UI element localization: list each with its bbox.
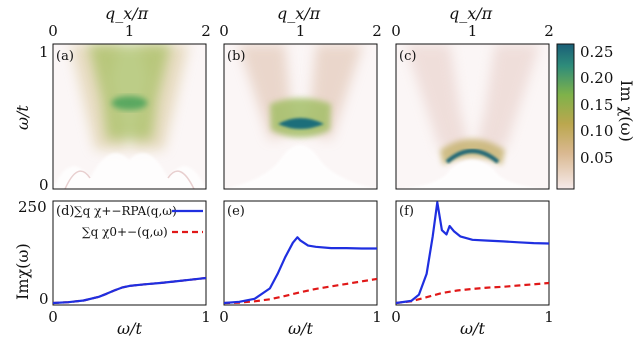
top-tick-a-2: 2 bbox=[201, 22, 211, 40]
panel-label-e: (e) bbox=[227, 204, 245, 219]
top-tick-a-1: 1 bbox=[125, 22, 135, 40]
line-panel-d bbox=[53, 278, 206, 303]
heatmap-y-tick-1: 1 bbox=[39, 43, 49, 61]
bottom-tick-d-0: 0 bbox=[48, 308, 58, 326]
bottom-y-tick-250: 250 bbox=[18, 198, 47, 216]
top-axis-label-a: q_x/π bbox=[105, 4, 149, 23]
top-axis-label-b: q_x/π bbox=[277, 4, 321, 23]
colorbar-tick-0.10: 0.10 bbox=[580, 122, 613, 140]
bottom-x-label-e: ω/t bbox=[288, 319, 313, 338]
top-tick-a-0: 0 bbox=[48, 22, 58, 40]
top-tick-b-1: 1 bbox=[296, 22, 306, 40]
line-panel-f bbox=[396, 202, 549, 303]
top-tick-b-2: 2 bbox=[372, 22, 382, 40]
colorbar-tick-0.05: 0.05 bbox=[580, 149, 613, 167]
heatmap-panel-b: (b) bbox=[224, 44, 377, 189]
legend-bare-label: ∑q χ0+−(q,ω) bbox=[82, 225, 168, 239]
legend-rpa-label: ∑q χ+−RPA(q,ω) bbox=[74, 204, 177, 218]
panel-label-c: (c) bbox=[399, 49, 416, 64]
colorbar: 0.25 0.20 0.15 0.10 0.05 Im χ(ω) bbox=[557, 43, 636, 189]
panel-label-b: (b) bbox=[227, 49, 245, 64]
panel-label-d: (d) bbox=[56, 204, 74, 219]
heatmap-y-label: ω/t bbox=[13, 105, 32, 130]
line-panel-e bbox=[224, 237, 377, 303]
heatmap-panel-c: (c) bbox=[396, 44, 549, 189]
rpa-series-line-d bbox=[53, 278, 206, 303]
bottom-y-label: Imχ(ω) bbox=[13, 243, 32, 300]
line-panel-f-frame bbox=[396, 201, 549, 305]
heatmap-y-tick-0: 0 bbox=[39, 176, 49, 194]
top-tick-c-2: 2 bbox=[544, 22, 554, 40]
heatmap-panel-a: (a) bbox=[53, 44, 206, 189]
rpa-series-line-e bbox=[224, 237, 377, 303]
bottom-tick-f-0: 0 bbox=[391, 308, 401, 326]
rpa-series-line-f bbox=[396, 202, 549, 303]
top-tick-b-0: 0 bbox=[219, 22, 229, 40]
bottom-tick-e-1: 1 bbox=[372, 308, 382, 326]
colorbar-tick-0.25: 0.25 bbox=[580, 43, 613, 61]
colorbar-tick-0.20: 0.20 bbox=[580, 69, 613, 87]
top-tick-c-0: 0 bbox=[391, 22, 401, 40]
bottom-tick-f-1: 1 bbox=[544, 308, 554, 326]
colorbar-gradient bbox=[557, 44, 574, 189]
bottom-x-label-f: ω/t bbox=[460, 319, 485, 338]
bare-series-line-d bbox=[53, 278, 206, 303]
colorbar-tick-0.15: 0.15 bbox=[580, 96, 613, 114]
bottom-tick-d-1: 1 bbox=[201, 308, 211, 326]
heatmap-b-continuum bbox=[270, 98, 331, 138]
bottom-x-label-d: ω/t bbox=[117, 319, 142, 338]
heatmap-a-peak bbox=[112, 96, 148, 110]
top-axis-label-c: q_x/π bbox=[449, 4, 493, 23]
bottom-tick-e-0: 0 bbox=[219, 308, 229, 326]
panel-label-a: (a) bbox=[56, 49, 74, 64]
top-tick-c-1: 1 bbox=[468, 22, 478, 40]
colorbar-label: Im χ(ω) bbox=[617, 80, 636, 142]
panel-label-f: (f) bbox=[399, 204, 414, 219]
bottom-y-tick-0: 0 bbox=[39, 290, 49, 308]
legend: ∑q χ+−RPA(q,ω) ∑q χ0+−(q,ω) bbox=[74, 204, 203, 239]
line-panel-e-frame bbox=[224, 201, 377, 305]
